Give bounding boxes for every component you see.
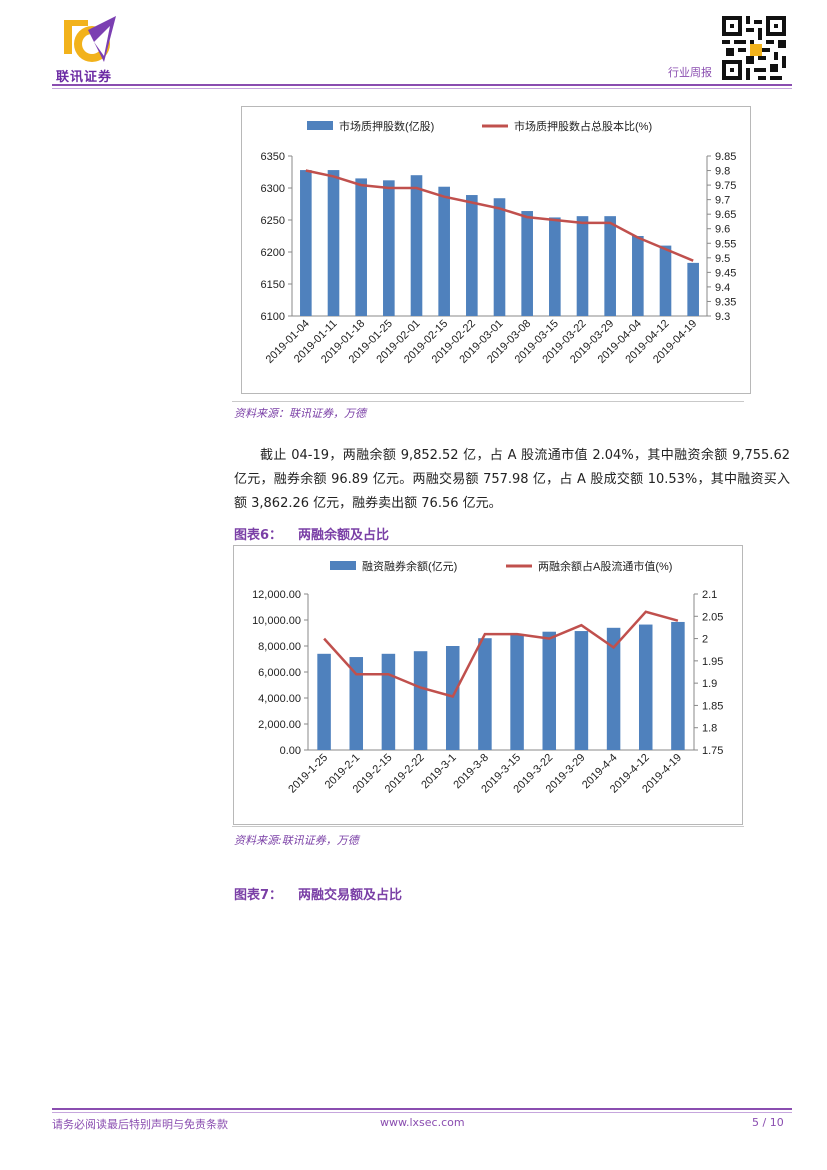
chart1-bar (604, 216, 616, 316)
chart1-bar (438, 186, 450, 316)
chart1-bar (383, 180, 395, 316)
chart2-right-tick-label: 1.8 (702, 723, 717, 735)
chart1-left-tick-label: 6350 (261, 151, 285, 163)
header-rule-thin (52, 88, 792, 89)
footer-website-link[interactable]: www.lxsec.com (380, 1116, 465, 1129)
pledge-chart: 市场质押股数(亿股) 市场质押股数占总股本比(%) 6350 6300 6250 6200… (261, 119, 737, 366)
chart1-bar (549, 217, 561, 316)
chart2-bar (574, 631, 589, 750)
footer-disclaimer: 请务必阅读最后特别声明与免责条款 (52, 1118, 228, 1131)
chart1-source: 资料来源：联讯证券，万德 (234, 407, 366, 420)
chart2-bar (606, 627, 621, 750)
pledge-chart-frame: 市场质押股数(亿股) 市场质押股数占总股本比(%) 6350 6300 6250 6200… (241, 106, 751, 394)
footer-page-number: 5 / 10 (752, 1116, 784, 1129)
chart2-ratio-line (323, 610, 679, 698)
chart2-left-tick-label: 12,000.00 (252, 589, 301, 601)
chart1-right-tick-label: 9.65 (715, 209, 736, 221)
header-rule (52, 84, 792, 86)
chart1-right-tick-label: 9.4 (715, 282, 730, 294)
figure6-title: 图表6： 两融余额及占比 (234, 524, 389, 543)
margin-balance-chart-frame: 融资融券余额(亿元) 两融余额占A股流通市值(%) 12,000.00 10,000.… (233, 545, 743, 825)
footer-rule-thin (52, 1112, 792, 1113)
chart1-right-tick-label: 9.3 (715, 311, 730, 323)
chart1-right-tick-label: 9.85 (715, 151, 736, 163)
chart2-legend-line-label: 两融余额占A股流通市值(%) (538, 559, 672, 573)
chart1-right-tick-label: 9.75 (715, 180, 736, 192)
chart1-bar (410, 175, 423, 316)
chart2-left-tick-label: 10,000.00 (252, 615, 301, 627)
figure6-source: 资料来源:联讯证券，万德 (234, 834, 359, 847)
source-rule (232, 401, 744, 402)
source-rule (232, 826, 744, 827)
chart1-legend-bar-swatch (307, 121, 333, 130)
chart2-legend-bar-swatch (330, 561, 356, 570)
chart2-bar (445, 646, 460, 750)
chart2-bar (638, 624, 653, 750)
chart2-left-tick-label: 0.00 (280, 745, 301, 757)
chart2-left-tick-label: 4,000.00 (258, 693, 301, 705)
chart1-left-tick-label: 6200 (261, 247, 285, 259)
company-logo (58, 12, 128, 80)
margin-summary-paragraph: 截止 04-19，两融余额 9,852.52 亿，占 A 股流通市值 2.04%… (234, 448, 790, 511)
chart2-right-tick-label: 1.75 (702, 745, 723, 757)
margin-summary-text: 截止 04-19，两融余额 9,852.52 亿，占 A 股流通市值 2.04%… (234, 444, 790, 516)
chart1-right-tick-label: 9.55 (715, 238, 736, 250)
chart1-left-tick-label: 6150 (261, 279, 285, 291)
document-type-label: 行业周报 (668, 66, 712, 79)
figure6-number: 图表6： (234, 528, 283, 543)
chart1-bar (659, 245, 672, 316)
chart2-bar (381, 653, 396, 750)
chart1-legend-line-label: 市场质押股数占总股本比(%) (514, 119, 652, 133)
qr-code-icon (722, 16, 786, 80)
chart2-bar (413, 651, 428, 750)
footer-rule (52, 1108, 792, 1110)
chart1-bar (355, 178, 367, 316)
chart2-left-tick-label: 8,000.00 (258, 641, 301, 653)
chart1-bar (300, 170, 312, 316)
chart2-left-tick-label: 2,000.00 (258, 719, 301, 731)
chart2-right-tick-label: 2.05 (702, 611, 723, 623)
chart2-bar (349, 657, 364, 750)
chart1-right-tick-label: 9.35 (715, 296, 736, 308)
chart1-legend-bar-label: 市场质押股数(亿股) (339, 119, 434, 133)
chart2-right-tick-label: 1.95 (702, 656, 723, 668)
chart1-left-tick-label: 6300 (261, 183, 285, 195)
chart1-bar (632, 236, 644, 316)
chart1-bar (466, 195, 478, 316)
chart2-x-tick-label: 2019-1-25 (286, 752, 330, 796)
margin-balance-chart: 融资融券余额(亿元) 两融余额占A股流通市值(%) 12,000.00 10,000.… (252, 559, 723, 796)
chart1-right-tick-label: 9.7 (715, 195, 730, 207)
chart1-bar (687, 262, 699, 316)
figure7-title-text: 两融交易额及占比 (298, 888, 403, 903)
chart2-legend-bar-label: 融资融券余额(亿元) (362, 559, 457, 573)
chart2-bar (510, 634, 524, 750)
chart2-right-tick-label: 1.9 (702, 678, 717, 690)
chart2-right-tick-label: 1.85 (702, 700, 723, 712)
figure6-title-text: 两融余额及占比 (298, 528, 390, 543)
chart1-left-tick-label: 6250 (261, 215, 285, 227)
chart1-left-tick-label: 6100 (261, 311, 285, 323)
chart2-bar (671, 621, 685, 750)
chart1-right-tick-label: 9.5 (715, 253, 730, 265)
figure7-number: 图表7： (234, 888, 283, 903)
chart2-left-tick-label: 6,000.00 (258, 667, 301, 679)
chart1-bar (493, 198, 506, 316)
chart1-bar (576, 216, 589, 316)
chart2-bar (542, 631, 557, 750)
brand-name: 联讯证券 (56, 70, 113, 85)
chart1-bar (327, 170, 340, 316)
chart1-right-tick-label: 9.6 (715, 224, 730, 236)
chart2-right-tick-label: 2 (702, 634, 708, 646)
chart1-right-tick-label: 9.8 (715, 166, 730, 178)
chart1-ratio-line (305, 169, 694, 262)
chart2-bar (478, 638, 492, 750)
chart2-right-tick-label: 2.1 (702, 589, 717, 601)
chart2-bar (317, 653, 331, 750)
chart1-right-tick-label: 9.45 (715, 267, 736, 279)
chart1-bar (521, 211, 533, 316)
figure7-title: 图表7： 两融交易额及占比 (234, 884, 402, 903)
